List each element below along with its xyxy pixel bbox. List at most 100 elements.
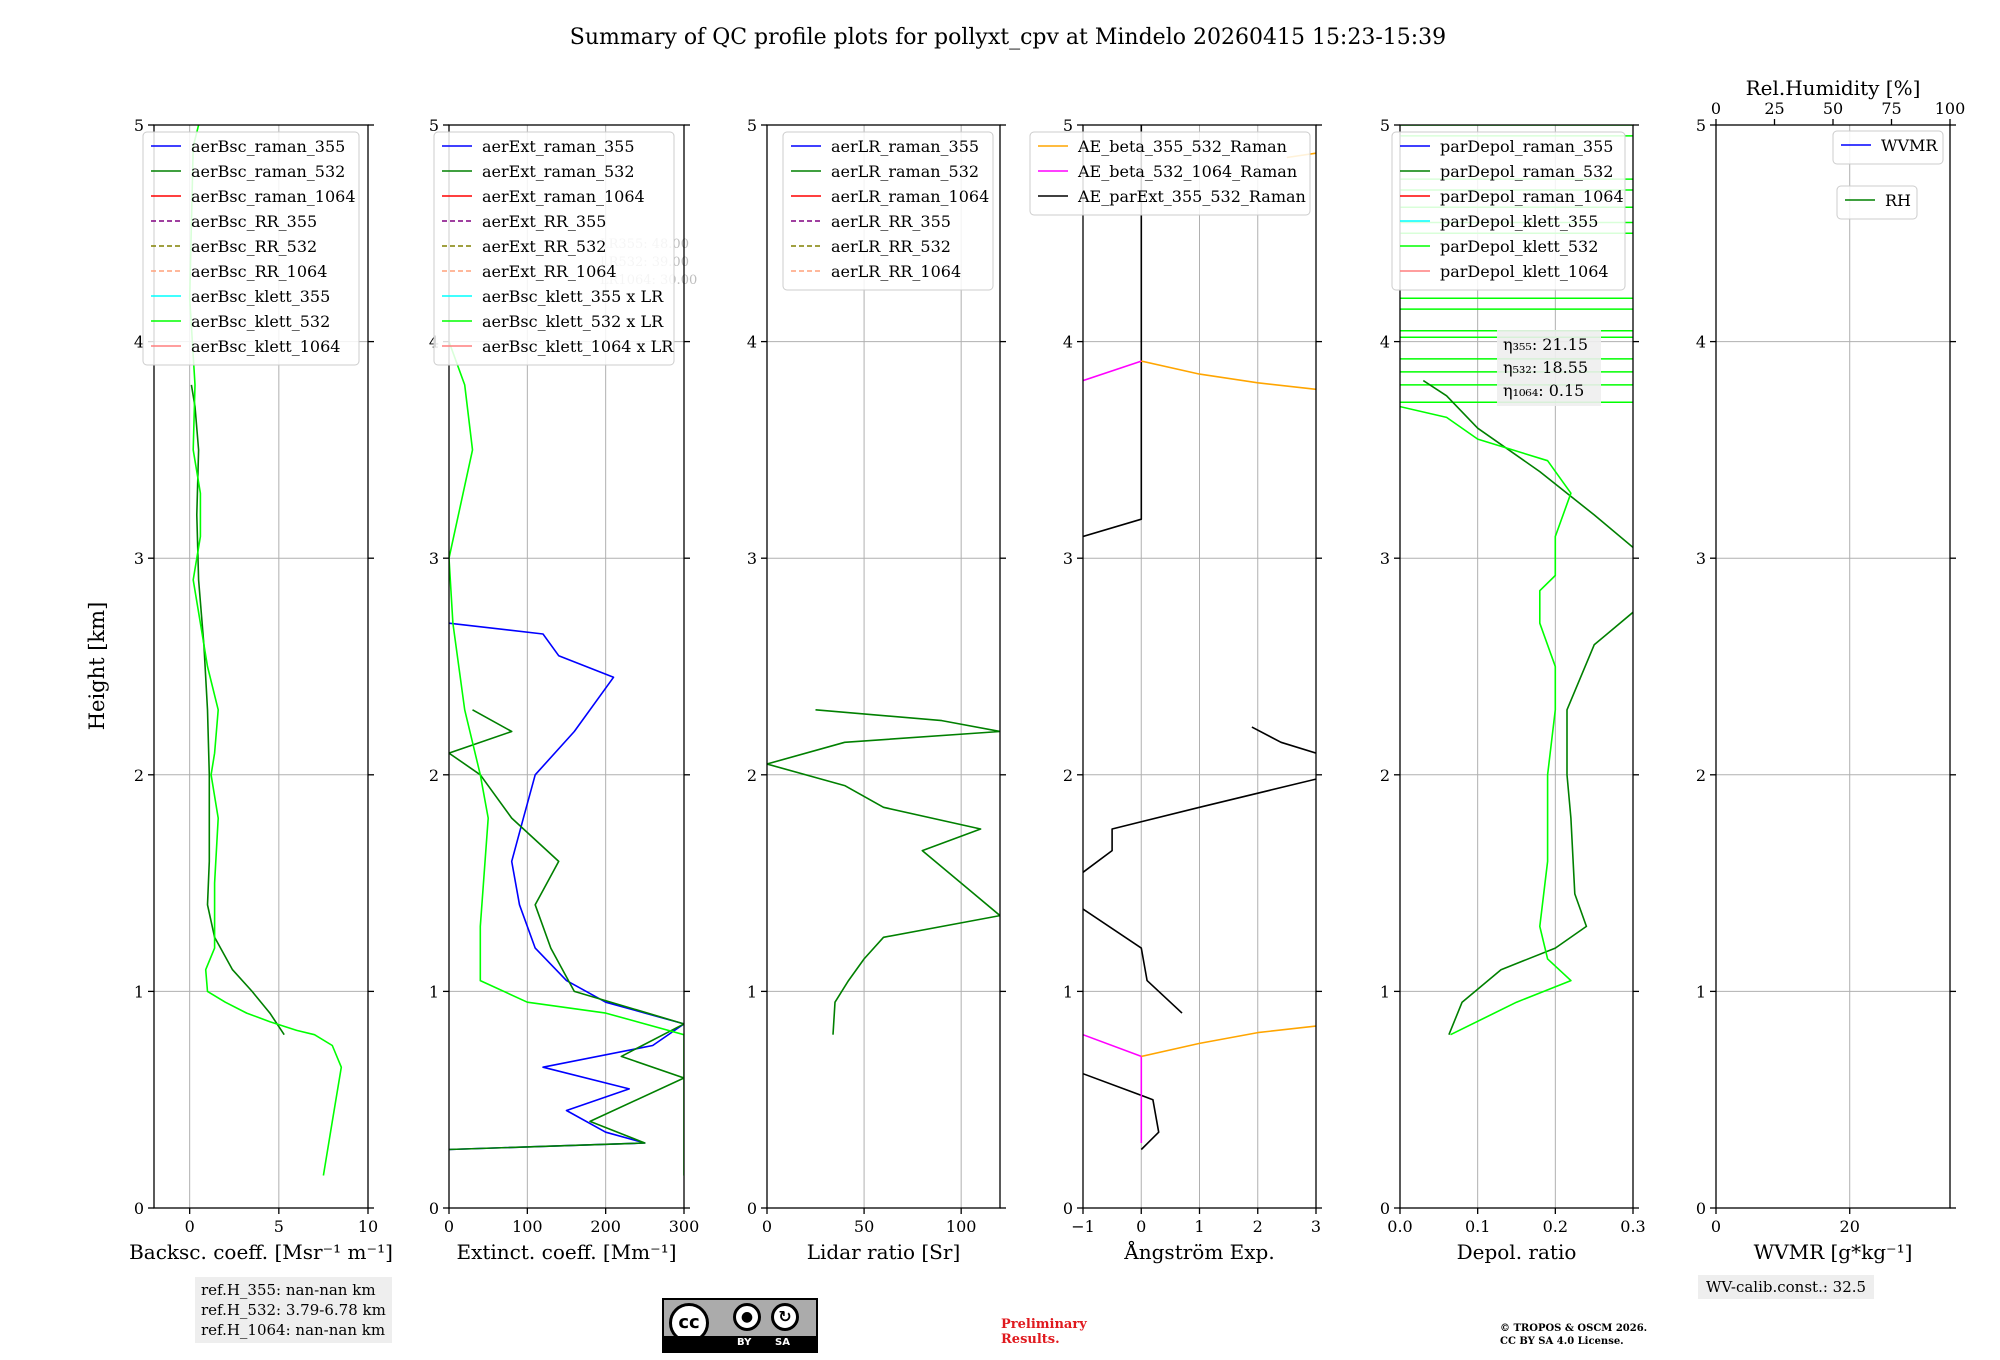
legend-label: AE_beta_355_532_Raman: [1077, 137, 1287, 156]
y-tick-label: 4: [1380, 333, 1390, 352]
legend-box: [1832, 130, 1944, 165]
y-tick-label: 4: [747, 333, 757, 352]
y-tick-label: 2: [1380, 766, 1390, 785]
x-tick-label: 0: [185, 1217, 195, 1236]
y-tick-label: 2: [1063, 766, 1073, 785]
x2-tick-label: 25: [1764, 99, 1784, 118]
x-tick-label: 0.0: [1387, 1217, 1412, 1236]
x-tick-label: 0: [1136, 1217, 1146, 1236]
reference-height-box: ref.H_355: nan-nan km ref.H_532: 3.79-6.…: [195, 1277, 392, 1343]
legend: aerExt_raman_355 aerExt_raman_532 aerExt_r…: [433, 131, 675, 366]
x-tick-label: 0.2: [1543, 1217, 1568, 1236]
preliminary-line-2: Results.: [1001, 1332, 1060, 1347]
eta-label: η₃₅₅: 21.15: [1503, 335, 1588, 354]
cc-license-badge: cc ● ↻ BY SA: [662, 1298, 818, 1353]
legend-label: aerExt_raman_532: [482, 162, 635, 181]
axes-frame: [448, 124, 685, 1209]
share-alike-icon: ↻: [771, 1303, 799, 1331]
series-AE-parExt-355-532-Raman-d: [1251, 726, 1316, 754]
eta-label: η₅₃₂: 18.55: [1503, 358, 1588, 377]
copyright-line-2: CC BY SA 4.0 License.: [1500, 1336, 1624, 1347]
x-tick-label: 0: [444, 1217, 454, 1236]
legend-box: [1029, 131, 1311, 216]
legend-label: aerBsc_klett_532 x LR: [482, 312, 664, 331]
y-tick-label: 4: [134, 333, 144, 352]
axes-frame: [766, 124, 1001, 1209]
x-axis-label: Ångström Exp.: [1123, 1239, 1274, 1264]
legend-label: aerBsc_RR_532: [191, 237, 317, 256]
y-tick-label: 1: [747, 982, 757, 1001]
y-tick-label: 1: [429, 982, 439, 1001]
series-AE-beta-532-1064-Raman: [1083, 1033, 1143, 1143]
legend-label: aerLR_RR_355: [831, 212, 951, 231]
legend-label: aerBsc_klett_1064 x LR: [482, 337, 674, 356]
series-aerBsc-klett-532-x-LR: [449, 341, 684, 1176]
series-AE-parExt-355-532-Raman-b: [1083, 908, 1183, 1014]
legend-label: parDepol_raman_1064: [1440, 187, 1624, 206]
x2-axis-label: Rel.Humidity [%]: [1746, 76, 1921, 100]
x-tick-label: 0.1: [1465, 1217, 1490, 1236]
y-tick-label: 1: [1063, 982, 1073, 1001]
legend-box: [433, 131, 675, 366]
y-tick-label: 3: [747, 549, 757, 568]
legend-label: aerExt_raman_1064: [482, 187, 645, 206]
legend-label: aerExt_raman_355: [482, 137, 635, 156]
copyright-line-1: © TROPOS & OSCM 2026.: [1500, 1323, 1648, 1334]
axes-frame: [153, 124, 369, 1209]
legend-label: aerLR_raman_355: [831, 137, 979, 156]
legend-label: aerBsc_raman_355: [191, 137, 345, 156]
y-axis-label: Height [km]: [85, 602, 109, 731]
series-aerExt-raman-355: [449, 622, 684, 1151]
x2-tick-label: 0: [1711, 99, 1721, 118]
y-tick-label: 1: [134, 982, 144, 1001]
x2-tick-label: 75: [1881, 99, 1901, 118]
axes-frame: [1399, 124, 1634, 1209]
x-tick-label: −1: [1071, 1217, 1095, 1236]
data-group: [767, 709, 1000, 1035]
x-tick-label: 100: [512, 1217, 543, 1236]
legend-label: parDepol_raman_355: [1440, 137, 1613, 156]
y-tick-label: 3: [429, 549, 439, 568]
ref-height-532: ref.H_532: 3.79-6.78 km: [201, 1301, 386, 1319]
y-tick-label: 0: [747, 1199, 757, 1218]
legend-label: aerBsc_raman_1064: [191, 187, 356, 206]
eta-label: η₁₀₆₄: 0.15: [1503, 381, 1584, 400]
x-tick-label: 100: [946, 1217, 977, 1236]
series-aerLR-raman-532: [767, 709, 1000, 1035]
legend-label: AE_beta_532_1064_Raman: [1077, 162, 1297, 181]
y-tick-label: 2: [747, 766, 757, 785]
cc-badge-bar: BY SA: [664, 1336, 816, 1351]
x2-tick-label: 100: [1935, 99, 1966, 118]
y-tick-label: 2: [1696, 766, 1706, 785]
legend-label: aerExt_RR_532: [482, 237, 606, 256]
x-tick-label: 20: [1840, 1217, 1860, 1236]
wv-calibration-box: WV-calib.const.: 32.5: [1698, 1275, 1875, 1299]
legend-label: parDepol_klett_532: [1440, 237, 1598, 256]
legend: RH: [1836, 185, 1918, 220]
legend-label: aerLR_raman_532: [831, 162, 979, 181]
series-AE-parExt-355-532-Raman: [1083, 1072, 1160, 1151]
y-tick-label: 3: [1380, 549, 1390, 568]
legend-label: aerBsc_klett_355: [191, 287, 330, 306]
legend-label: AE_parExt_355_532_Raman: [1077, 187, 1306, 206]
legend: parDepol_raman_355 parDepol_raman_532 parD…: [1391, 131, 1626, 291]
series-parDepol-raman-532: [1448, 611, 1633, 1036]
legend-label: WVMR: [1881, 136, 1938, 155]
legend-label: aerBsc_klett_355 x LR: [482, 287, 664, 306]
legend: AE_beta_355_532_Raman AE_beta_532_1064_Ra…: [1029, 131, 1311, 216]
legend-label: aerBsc_klett_1064: [191, 337, 340, 356]
preliminary-note: Preliminary Results.: [1001, 1317, 1087, 1347]
series-parDepol-raman-532-b: [1422, 379, 1633, 549]
y-tick-label: 5: [429, 116, 439, 135]
y-tick-label: 1: [1696, 982, 1706, 1001]
y-tick-label: 4: [1063, 333, 1073, 352]
ref-height-355: ref.H_355: nan-nan km: [201, 1281, 376, 1299]
y-tick-label: 0: [134, 1199, 144, 1218]
y-tick-label: 1: [1380, 982, 1390, 1001]
chart-title: Summary of QC profile plots for pollyxt_…: [570, 25, 1446, 50]
legend-label: aerBsc_raman_532: [191, 162, 345, 181]
ref-height-1064: ref.H_1064: nan-nan km: [201, 1321, 386, 1339]
